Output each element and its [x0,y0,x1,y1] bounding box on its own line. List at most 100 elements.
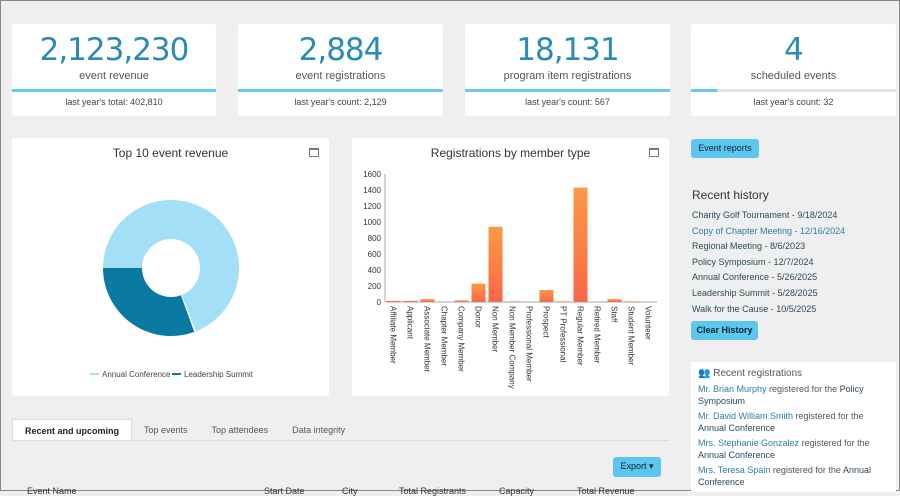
stat-progress-fill [691,89,717,92]
registrant-link[interactable]: Mr. Brian Murphy [698,384,767,394]
stat-value: 4 [784,32,804,68]
column-header[interactable]: Event Name [27,486,77,496]
column-header[interactable]: City [342,486,358,496]
registration-text: registered for the [769,384,838,394]
y-tick-label: 800 [368,234,382,243]
stat-card: 4 scheduled events last year's count: 32 [691,24,896,116]
x-tick-label: Non Member Company [508,306,517,389]
bar[interactable] [488,226,503,302]
history-link[interactable]: Copy of Chapter Meeting - 12/16/2024 [692,225,846,236]
history-link[interactable]: Policy Symposium - 12/7/2024 [692,256,814,267]
registration-text: registered for the [795,411,864,421]
registrant-link[interactable]: Mrs. Stephanie Gonzalez [698,438,800,448]
stat-label: scheduled events [750,70,837,82]
y-tick-label: 200 [368,282,382,291]
legend-label[interactable]: Leadership Summit [184,370,254,379]
stat-value: 2,884 [298,32,384,68]
y-tick-label: 0 [377,298,382,307]
column-header[interactable]: Total Revenue [577,486,635,496]
tab-bar: Recent and upcoming Top events Top attende… [12,419,669,441]
chart-title: Registrations by member type [430,146,591,160]
column-header[interactable]: Capacity [499,486,535,496]
x-tick-label: Prospect [542,306,551,338]
stat-value: 18,131 [516,32,619,68]
stat-card: 2,884 event registrations last year's coun… [238,24,443,116]
stat-label: event registrations [295,70,386,82]
stat-progress-bar [12,89,216,92]
stat-progress-bar [465,89,670,92]
y-tick-label: 1000 [363,218,381,227]
donut-slice[interactable] [102,266,195,336]
y-tick-label: 400 [368,266,382,275]
x-tick-label: Student Member [627,306,636,365]
x-tick-label: Applicant [406,306,415,340]
bar[interactable] [454,300,469,302]
x-tick-label: PT Professional [559,306,568,363]
event-link[interactable]: Annual Conference [698,465,871,487]
column-header[interactable]: Total Registrants [399,486,467,496]
bar[interactable] [539,290,554,302]
stat-progress-bar [238,89,443,92]
registrant-link[interactable]: Mrs. Teresa Spain [698,465,771,475]
tab-recent-and-upcoming[interactable]: Recent and upcoming [12,419,133,440]
history-link[interactable]: Annual Conference - 5/26/2025 [692,272,818,283]
bar[interactable] [607,299,622,302]
stat-progress-fill [12,89,216,92]
history-link[interactable]: Charity Golf Tournament - 9/18/2024 [692,210,838,220]
export-button[interactable]: Export ▾ [613,457,661,477]
registrations-member-type-panel: Registrations by member type 0 200 400 600 8… [352,138,669,396]
bar[interactable] [403,300,418,302]
stat-progress-fill [238,89,443,92]
x-tick-label: Donor [474,306,483,328]
y-tick-label: 1600 [363,170,381,179]
clear-history-button[interactable]: Clear History [691,321,758,340]
stat-comparison: last year's count: 32 [753,97,834,107]
registration-item: Mr. David William Smith registered for t… [698,410,889,434]
history-link[interactable]: Walk for the Cause - 10/5/2025 [692,303,817,314]
bar[interactable] [420,299,435,302]
x-tick-label: Staff [610,306,619,323]
x-tick-label: Associate Member [423,306,432,373]
legend-swatch [90,373,99,375]
event-link[interactable]: Annual Conference [698,450,776,460]
event-reports-button[interactable]: Event reports [691,139,759,158]
chart-title: Top 10 event revenue [112,146,229,160]
registration-item: Mrs. Stephanie Gonzalez registered for t… [698,437,889,461]
x-tick-label: Volunteer [644,306,653,340]
bar[interactable] [471,283,486,302]
stat-comparison: last year's count: 2,129 [294,97,387,107]
bar-chart: 0 200 400 600 800 1000 1200 1400 1600 Affiliate M… [363,170,657,389]
calendar-icon[interactable] [649,148,659,157]
calendar-icon[interactable] [309,148,319,157]
bar[interactable] [573,187,588,302]
history-link[interactable]: Leadership Summit - 5/28/2025 [692,288,818,298]
top-event-revenue-panel: Top 10 event revenue Annual Conference Le… [12,138,329,396]
stat-value: 2,123,230 [39,32,190,68]
registrant-link[interactable]: Mr. David William Smith [698,411,794,421]
stat-label: program item registrations [503,70,632,82]
tab-top-events[interactable]: Top events [144,425,188,435]
bar[interactable] [556,301,571,302]
event-link[interactable]: Annual Conference [698,423,776,433]
tab-data-integrity[interactable]: Data integrity [292,425,346,435]
event-link[interactable]: Policy Symposium [698,384,864,406]
bar[interactable] [624,301,639,302]
x-tick-label: Company Member [457,306,466,372]
bar[interactable] [505,301,520,302]
bar[interactable] [386,300,401,302]
x-tick-label: Affiliate Member [389,306,398,364]
registration-item: Mr. Brian Murphy registered for the Poli… [698,383,889,407]
tab-top-attendees[interactable]: Top attendees [211,425,269,435]
recent-registrations-panel: 👥 Recent registrations Mr. Brian Murphy … [691,362,896,492]
stat-comparison: last year's total: 402,810 [65,97,163,107]
legend-label[interactable]: Annual Conference [102,370,171,379]
stat-comparison: last year's count: 567 [525,97,610,107]
donut-slice[interactable] [103,200,240,332]
column-header[interactable]: Start Date [264,486,305,496]
x-tick-label: Retired Member [593,306,602,364]
y-tick-label: 600 [368,250,382,259]
history-link[interactable]: Regional Meeting - 8/6/2023 [692,241,806,252]
donut-chart: Annual Conference Leadership Summit [90,200,254,379]
registration-text: registered for the [801,438,870,448]
y-tick-label: 1200 [363,202,381,211]
